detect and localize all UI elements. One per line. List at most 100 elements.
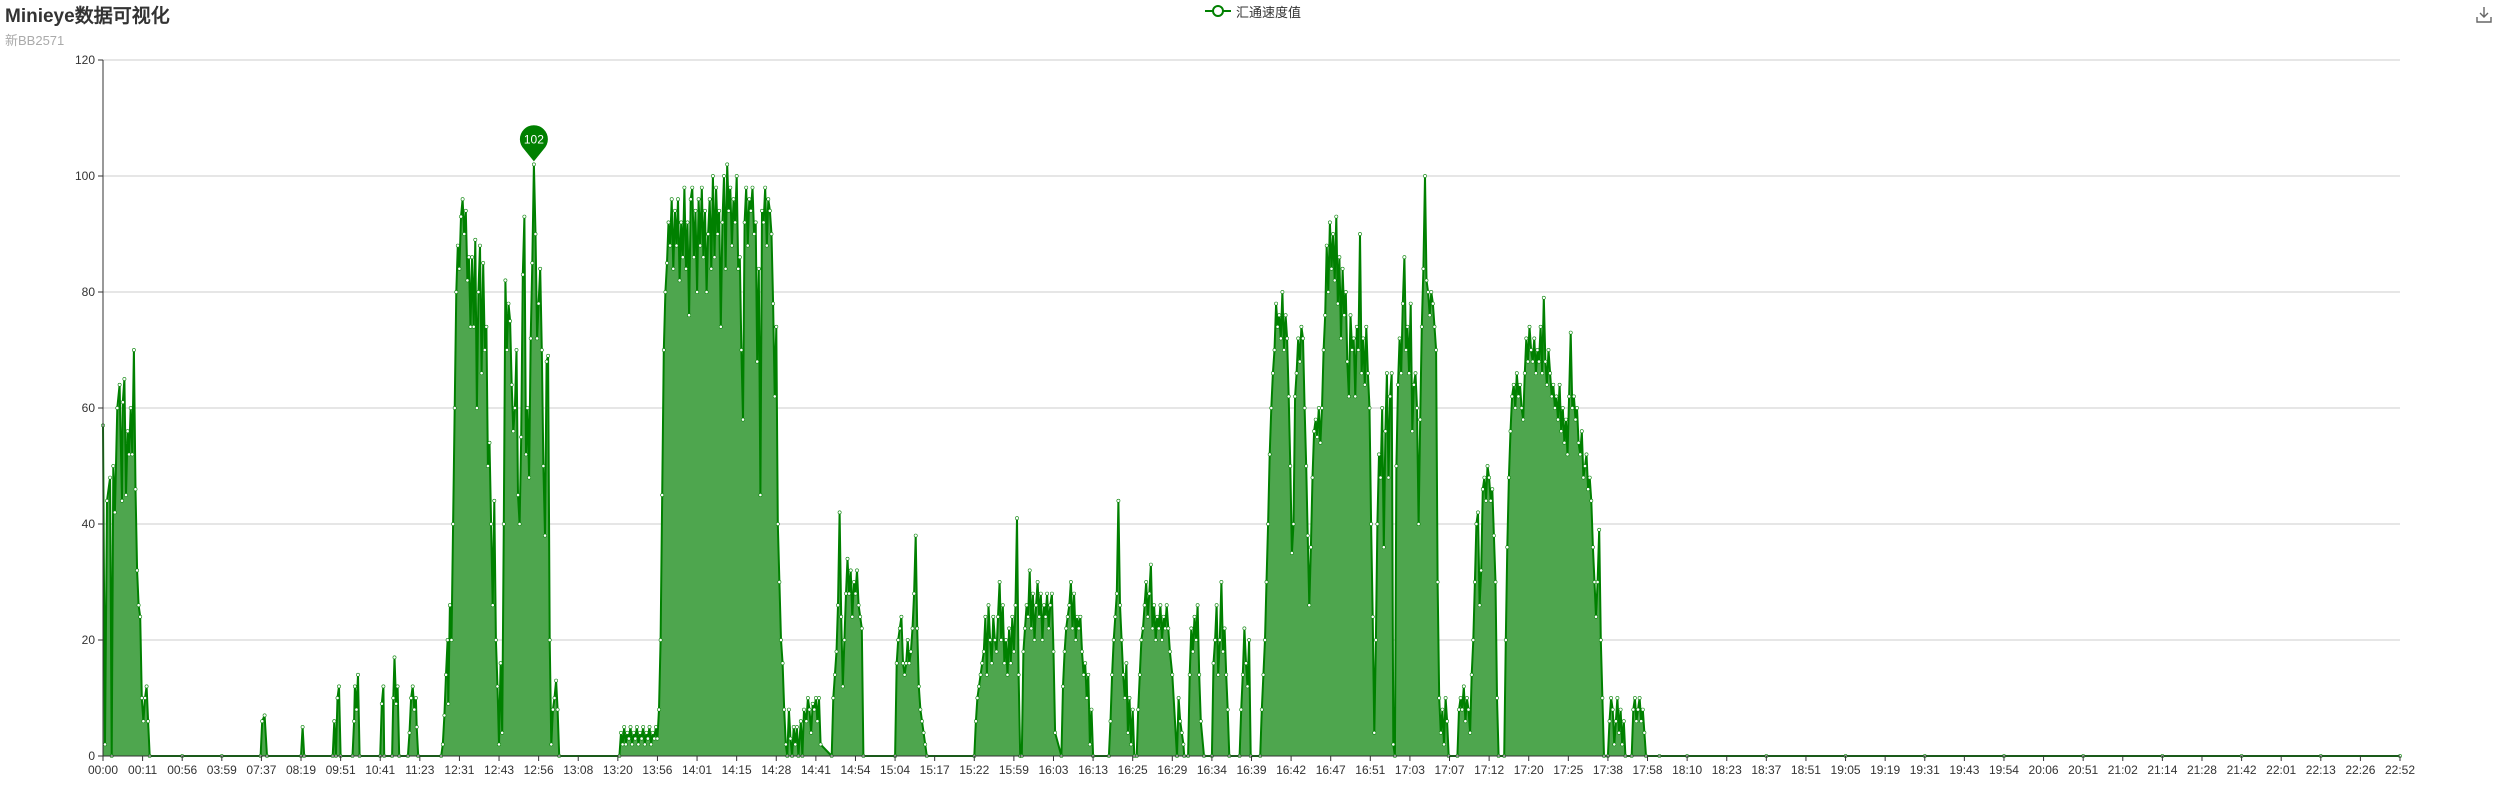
data-point (750, 185, 755, 190)
data-point (1461, 684, 1466, 689)
tick-label-x: 17:58 (1633, 763, 1663, 777)
data-point (974, 719, 978, 724)
download-icon[interactable] (2474, 5, 2494, 25)
data-point (736, 266, 741, 271)
data-point (1576, 440, 1581, 445)
data-point (111, 464, 116, 468)
data-point (1584, 452, 1589, 457)
data-point (730, 243, 734, 248)
data-point (896, 638, 901, 642)
legend-item-series[interactable]: 汇通速度值 (1205, 2, 1301, 20)
data-point (1213, 638, 1218, 642)
legend-label: 汇通速度值 (1236, 4, 1302, 20)
data-point (1610, 707, 1615, 712)
data-point (455, 243, 460, 248)
data-point (1362, 382, 1367, 387)
data-point (1073, 638, 1078, 642)
data-point (756, 266, 761, 271)
data-point (815, 719, 820, 724)
data-point (1005, 672, 1010, 677)
data-point (395, 684, 400, 689)
data-point (492, 498, 497, 503)
data-point (1029, 626, 1034, 631)
data-point (1633, 696, 1637, 700)
tick-label-x: 16:42 (1276, 763, 1306, 777)
data-point (737, 255, 742, 260)
data-point (1540, 371, 1545, 376)
data-point (524, 452, 528, 457)
data-point (731, 197, 736, 202)
data-point (1064, 626, 1069, 631)
data-point (487, 440, 492, 445)
data-point (706, 232, 711, 236)
data-point (1315, 435, 1320, 439)
data-point (981, 649, 986, 654)
data-point (985, 672, 989, 677)
data-point (1562, 440, 1567, 445)
data-point (125, 429, 130, 434)
data-point (459, 214, 463, 219)
data-point (493, 638, 498, 642)
data-point (622, 725, 627, 729)
data-point (1051, 649, 1056, 654)
data-point (771, 301, 776, 306)
data-point (1575, 406, 1579, 410)
data-point (772, 394, 777, 399)
data-point (410, 684, 415, 689)
data-point (1108, 719, 1113, 724)
data-point (1549, 394, 1554, 399)
data-point (1554, 394, 1559, 399)
data-point (1353, 394, 1358, 399)
data-point (1147, 591, 1152, 596)
data-point (1482, 475, 1487, 480)
data-point (1121, 672, 1126, 677)
tick-label-x: 20:06 (2029, 763, 2059, 777)
tick-label-y: 0 (88, 749, 95, 763)
data-point (1399, 371, 1404, 376)
data-point (641, 725, 646, 729)
data-point (788, 736, 793, 741)
data-point (980, 661, 985, 666)
data-point (1527, 324, 1532, 329)
data-point (1035, 580, 1040, 584)
data-point (1312, 429, 1317, 434)
data-point (468, 324, 473, 329)
data-point (1061, 684, 1065, 689)
data-point (1471, 638, 1476, 642)
data-point (1435, 580, 1440, 584)
data-point (454, 290, 459, 294)
data-point (1607, 719, 1612, 724)
data-point (1294, 371, 1299, 376)
tick-label-x: 20:51 (2068, 763, 2098, 777)
data-point (1244, 661, 1248, 666)
data-point (1130, 707, 1135, 712)
data-point (1326, 290, 1331, 294)
data-point (1556, 417, 1560, 422)
data-point (1189, 626, 1194, 631)
data-point (646, 736, 650, 741)
data-point (260, 719, 265, 724)
data-point (503, 278, 508, 283)
data-point (761, 220, 766, 225)
data-point (833, 672, 837, 677)
data-point (1032, 638, 1037, 642)
data-point (1156, 626, 1161, 631)
data-point (693, 208, 698, 213)
data-point (642, 742, 647, 747)
tick-label-x: 19:19 (1870, 763, 1900, 777)
data-point (508, 319, 513, 323)
data-point (1359, 371, 1364, 376)
data-point (446, 701, 451, 706)
data-point (742, 220, 747, 225)
data-point (1495, 696, 1499, 700)
data-point (649, 742, 654, 747)
data-point (673, 208, 677, 213)
data-point (1356, 348, 1361, 352)
data-point (1081, 672, 1086, 677)
data-point (1639, 719, 1644, 724)
data-point (769, 232, 774, 236)
data-point (910, 626, 915, 631)
data-point (1370, 614, 1375, 619)
tick-label-y: 120 (75, 53, 95, 67)
data-point (1187, 672, 1192, 677)
